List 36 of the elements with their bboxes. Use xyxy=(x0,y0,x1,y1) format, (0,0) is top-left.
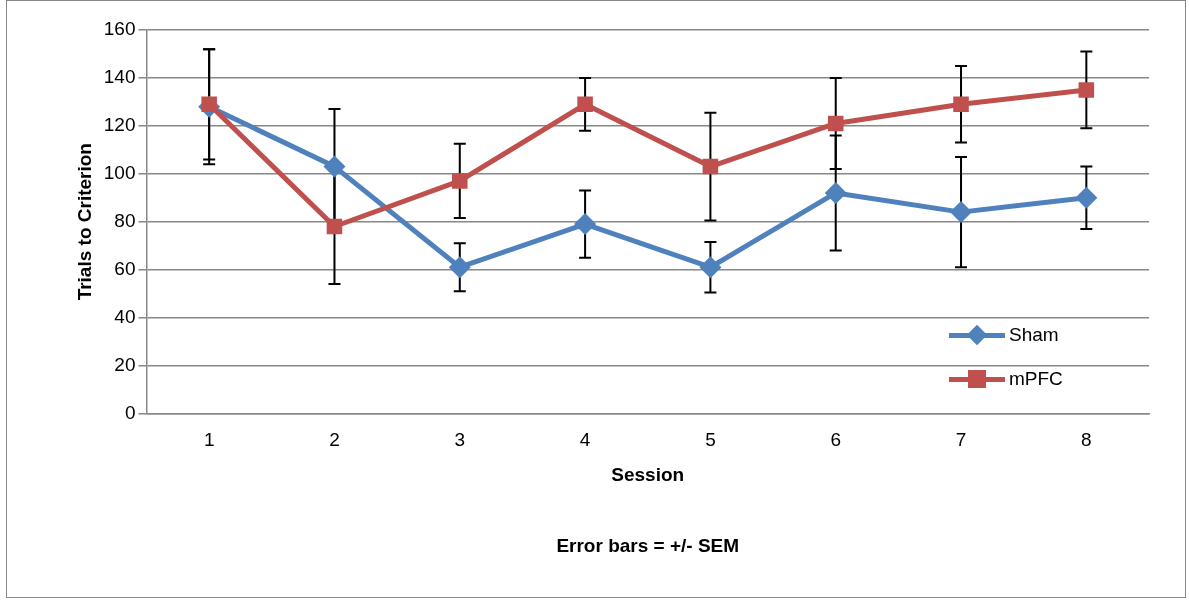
y-tick-label: 80 xyxy=(114,209,136,231)
point xyxy=(1075,186,1098,209)
text: Error bars = +/- SEM xyxy=(555,535,741,558)
legend-label: Sham xyxy=(1009,324,1059,347)
point xyxy=(699,256,722,279)
point xyxy=(574,213,597,236)
point xyxy=(577,96,593,113)
y-axis-title: Trials to Criterion xyxy=(73,143,95,301)
point xyxy=(326,218,343,235)
x-tick-label: 4 xyxy=(579,429,591,451)
y-tick-label: 40 xyxy=(114,305,136,327)
legend-label: mPFC xyxy=(1009,368,1063,391)
point xyxy=(953,96,969,113)
y-tick-label: 60 xyxy=(114,257,136,279)
y-tick-label: 120 xyxy=(103,114,136,136)
x-tick-label: 6 xyxy=(830,429,842,451)
y-tick-label: 100 xyxy=(103,162,136,184)
point xyxy=(448,256,471,279)
y-tick-label: 160 xyxy=(103,18,136,40)
point xyxy=(702,158,719,175)
y-tick-label: 140 xyxy=(103,66,136,88)
x-tick-label: 8 xyxy=(1081,429,1092,451)
point xyxy=(323,155,346,178)
point xyxy=(827,115,844,132)
x-tick-label: 7 xyxy=(955,429,967,451)
x-tick-label: 5 xyxy=(705,429,716,451)
x-axis-title: Session xyxy=(611,463,685,485)
point xyxy=(824,181,847,204)
y-tick-label: 20 xyxy=(114,353,136,375)
point xyxy=(1078,82,1095,98)
point xyxy=(950,201,973,224)
x-tick-label: 2 xyxy=(329,429,340,451)
y-tick-label: 0 xyxy=(124,401,136,423)
x-tick-label: 3 xyxy=(454,429,466,451)
point xyxy=(452,173,468,189)
x-tick-label: 1 xyxy=(203,429,215,451)
